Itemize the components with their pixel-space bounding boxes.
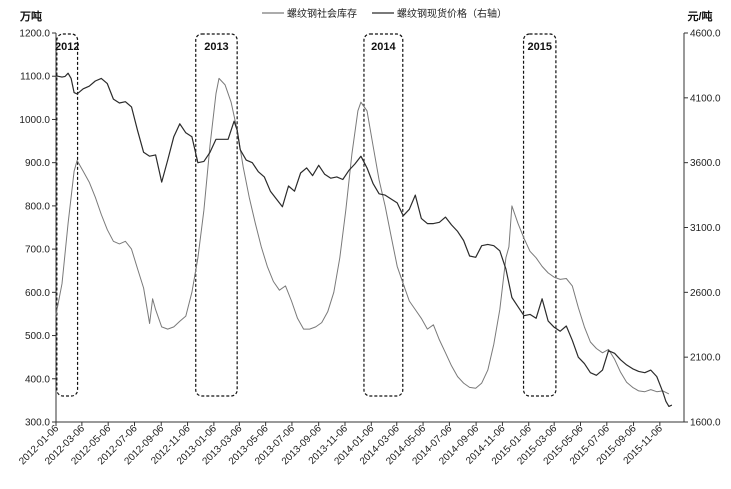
legend-label: 螺纹钢社会库存 — [287, 7, 357, 20]
left-tick-label: 700.0 — [25, 245, 50, 256]
highlight-period-label: 2012 — [55, 41, 79, 53]
left-tick-label: 900.0 — [25, 158, 50, 169]
right-tick-label: 2100.0 — [690, 353, 721, 364]
left-tick-label: 500.0 — [25, 331, 50, 342]
left-tick-label: 1100.0 — [20, 72, 50, 83]
right-tick-label: 4100.0 — [690, 93, 721, 104]
left-tick-label: 600.0 — [25, 288, 50, 299]
highlight-period-box — [195, 33, 238, 397]
right-tick-label: 2600.0 — [690, 288, 721, 299]
left-axis-unit: 万吨 — [19, 9, 42, 23]
left-tick-label: 300.0 — [25, 418, 50, 429]
legend-label: 螺纹钢现货价格（右轴） — [397, 7, 507, 20]
highlight-period-box — [363, 33, 404, 397]
highlight-period-label: 2014 — [371, 41, 396, 53]
left-tick-label: 1000.0 — [19, 115, 50, 126]
price-series-line — [55, 72, 673, 407]
inventory-series-line — [55, 77, 670, 395]
highlight-period-box — [522, 33, 557, 397]
highlight-period-box — [56, 33, 79, 397]
highlight-period-label: 2015 — [527, 41, 551, 53]
highlight-period-label: 2013 — [204, 41, 228, 53]
right-tick-label: 3600.0 — [690, 158, 721, 169]
right-tick-label: 3100.0 — [690, 223, 721, 234]
left-tick-label: 400.0 — [25, 374, 50, 385]
right-tick-label: 4600.0 — [690, 29, 721, 40]
right-axis-unit: 元/吨 — [687, 9, 712, 23]
left-tick-label: 1200.0 — [19, 29, 50, 40]
left-tick-label: 800.0 — [25, 201, 50, 212]
right-tick-label: 1600.0 — [690, 418, 721, 429]
